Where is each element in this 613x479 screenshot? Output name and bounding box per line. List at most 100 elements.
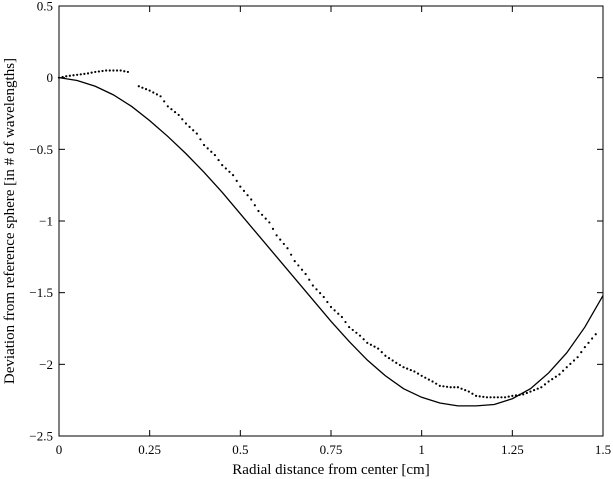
data-point <box>355 331 358 334</box>
data-point <box>329 305 333 309</box>
data-point <box>522 393 525 396</box>
data-point <box>163 100 166 103</box>
data-point <box>326 300 329 304</box>
data-point <box>224 167 227 170</box>
data-point <box>315 288 318 291</box>
data-point <box>485 396 489 399</box>
data-point <box>141 86 144 89</box>
data-point <box>467 390 470 393</box>
data-point <box>562 369 565 372</box>
data-point <box>76 73 79 76</box>
data-point <box>366 341 369 344</box>
data-point <box>464 389 467 392</box>
data-point <box>181 118 184 121</box>
data-point <box>507 395 510 398</box>
data-point <box>540 386 543 389</box>
data-point <box>144 88 148 91</box>
data-point <box>398 363 402 367</box>
data-point <box>213 153 217 157</box>
data-point <box>206 147 209 150</box>
data-point <box>166 105 169 108</box>
data-point <box>152 91 155 94</box>
data-point <box>453 386 456 389</box>
series-1-dots <box>57 69 597 399</box>
data-point <box>65 75 68 78</box>
data-point <box>250 198 253 201</box>
data-point <box>565 366 568 369</box>
data-point <box>155 93 159 96</box>
y-tick-label: −2 <box>39 357 53 372</box>
data-point <box>217 158 220 162</box>
data-point <box>449 386 452 389</box>
data-point <box>369 343 372 346</box>
data-point <box>413 370 416 373</box>
data-point <box>61 75 64 79</box>
data-point <box>108 69 111 72</box>
data-point <box>514 394 518 397</box>
data-point <box>362 338 365 341</box>
x-tick-label: 1.5 <box>595 442 611 457</box>
data-point <box>416 372 420 375</box>
data-point <box>188 125 191 128</box>
data-point <box>377 347 380 350</box>
data-point <box>184 122 188 125</box>
data-point <box>123 70 126 73</box>
data-point <box>503 396 507 399</box>
data-point <box>424 376 427 379</box>
data-point <box>242 189 246 192</box>
data-point <box>536 387 539 390</box>
data-point <box>583 346 586 349</box>
data-point <box>438 384 441 387</box>
data-point <box>246 194 249 197</box>
data-point <box>115 69 119 72</box>
data-point <box>478 395 481 398</box>
data-point <box>496 396 499 399</box>
data-point <box>308 278 311 281</box>
data-point <box>576 356 579 359</box>
series-0-line <box>58 77 604 407</box>
data-point <box>199 138 202 141</box>
data-point <box>340 315 343 319</box>
data-point <box>406 367 409 370</box>
data-point <box>192 129 195 132</box>
x-tick-label: 0 <box>56 442 63 457</box>
data-point <box>551 378 554 381</box>
data-point <box>271 227 275 230</box>
data-point <box>293 260 296 263</box>
series-layer <box>57 69 604 407</box>
data-point <box>532 389 536 392</box>
data-point <box>344 320 347 324</box>
data-point <box>348 325 351 329</box>
data-point <box>420 374 423 377</box>
data-point <box>257 209 260 213</box>
data-point <box>279 238 282 241</box>
data-point <box>86 72 90 75</box>
y-tick-label: 0 <box>47 70 54 85</box>
data-point <box>68 74 71 77</box>
data-point <box>493 396 496 399</box>
data-point <box>286 247 289 250</box>
data-point <box>594 333 597 336</box>
x-tick-label: 0.75 <box>320 442 343 457</box>
y-tick-label: −1 <box>39 214 53 229</box>
data-point <box>275 234 278 237</box>
data-point <box>94 70 97 74</box>
data-point <box>554 375 557 378</box>
data-point <box>558 373 561 376</box>
data-point <box>264 217 267 220</box>
data-point <box>173 110 177 114</box>
data-point <box>471 392 474 395</box>
data-point <box>159 95 162 98</box>
data-point <box>210 150 213 153</box>
data-point <box>126 70 130 74</box>
data-point <box>456 386 460 389</box>
y-tick-label: −1.5 <box>29 285 53 300</box>
x-tick-label: 1 <box>418 442 425 457</box>
data-point <box>384 354 387 357</box>
data-point <box>569 362 572 365</box>
data-point <box>304 272 307 276</box>
data-point <box>148 89 151 92</box>
data-point <box>333 309 336 312</box>
data-point <box>97 70 100 73</box>
